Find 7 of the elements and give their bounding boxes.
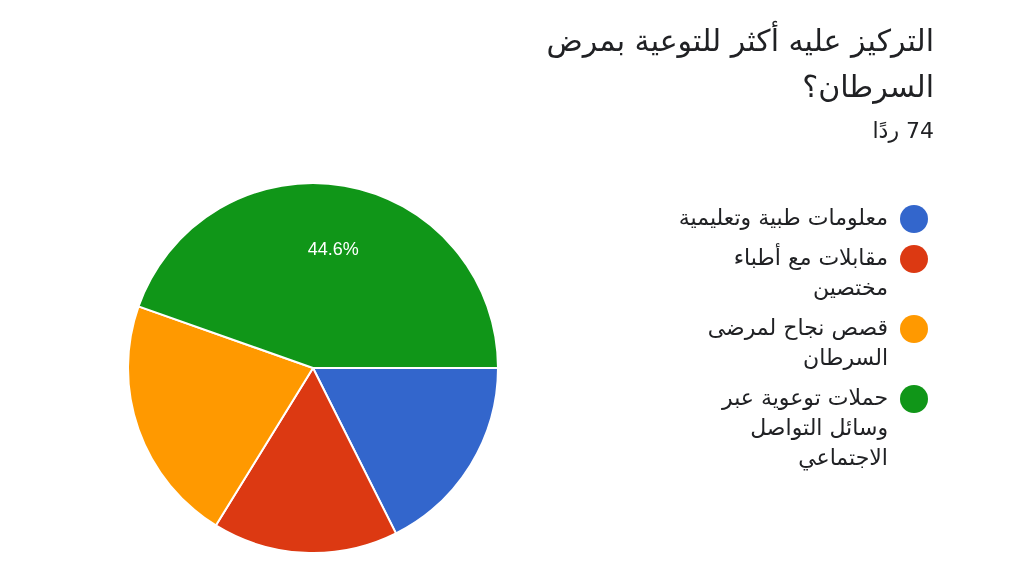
chart-title: التركيز عليه أكثر للتوعية بمرض السرطان؟	[545, 19, 934, 106]
legend-label: مقابلات مع أطباء مختصين	[732, 243, 888, 302]
chart-subtitle: 74 ردًا	[872, 118, 934, 143]
data-label: 44.6%	[307, 239, 359, 260]
legend-label: معلومات طبية وتعليمية	[677, 204, 888, 232]
legend-label: قصص نجاح لمرضى السرطان	[706, 314, 888, 372]
legend-label: حملات توعوية عبر وسائل التواصل الاجتماعي	[720, 384, 888, 473]
